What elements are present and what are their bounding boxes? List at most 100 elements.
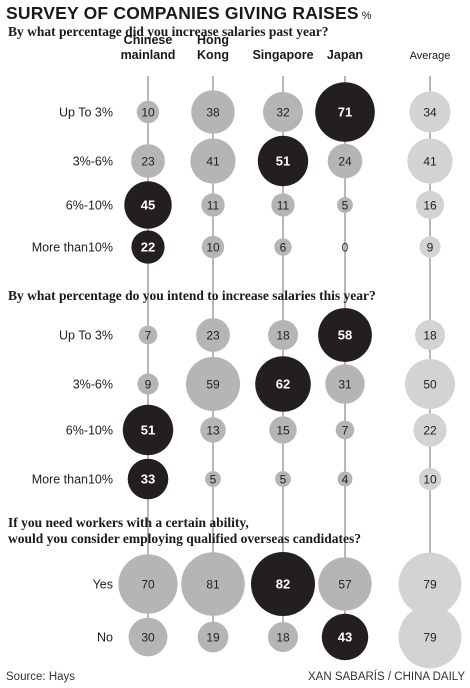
data-label: 79 <box>423 631 437 645</box>
row-label: 3%-6% <box>73 378 113 392</box>
data-bubble <box>131 230 165 264</box>
data-bubble <box>201 193 225 217</box>
data-bubble <box>315 82 375 142</box>
row-label: Up To 3% <box>59 329 113 343</box>
column-header: Singapore <box>252 48 313 62</box>
data-label: 59 <box>206 378 220 392</box>
data-bubble <box>327 143 363 179</box>
data-bubble <box>268 622 298 652</box>
data-bubble <box>251 552 315 616</box>
chart-title-text: SURVEY OF COMPANIES GIVING RAISES <box>6 3 359 23</box>
data-bubble <box>197 621 229 653</box>
data-label: 23 <box>206 329 220 343</box>
chart-title: SURVEY OF COMPANIES GIVING RAISES% <box>6 3 372 24</box>
data-label: 10 <box>141 106 155 120</box>
row-label: 3%-6% <box>73 155 113 169</box>
data-label: 41 <box>206 155 220 169</box>
data-bubble <box>318 557 372 611</box>
data-label: 43 <box>338 630 352 645</box>
column-header: Average <box>410 50 451 62</box>
data-label: 41 <box>423 155 437 169</box>
data-bubble <box>337 197 353 213</box>
data-label: 33 <box>141 472 155 487</box>
data-bubble <box>413 413 447 447</box>
data-bubble <box>418 467 442 491</box>
data-label: 9 <box>427 241 434 255</box>
data-label: 71 <box>338 105 352 120</box>
data-bubble <box>200 417 226 443</box>
data-label: 50 <box>423 378 437 392</box>
data-bubble <box>398 552 462 616</box>
data-bubble <box>196 318 230 352</box>
data-label: 11 <box>207 199 220 213</box>
data-bubble <box>325 364 365 404</box>
row-label: Yes <box>93 578 113 592</box>
data-bubble <box>181 552 245 616</box>
data-bubble <box>271 193 295 217</box>
data-label: 5 <box>210 473 217 487</box>
data-bubble <box>185 356 241 412</box>
data-label: 10 <box>423 473 437 487</box>
data-label: 31 <box>338 378 352 392</box>
column-header: Japan <box>327 48 363 62</box>
data-label: 18 <box>276 631 290 645</box>
question-text: By what percentage did you increase sala… <box>8 24 328 39</box>
data-bubble <box>127 458 169 500</box>
data-label: 23 <box>141 155 155 169</box>
chart-title-unit: % <box>361 10 372 22</box>
question-text: If you need workers with a certain abili… <box>8 515 249 530</box>
data-bubble <box>257 135 309 187</box>
data-label: 79 <box>423 578 437 592</box>
data-label: 18 <box>276 329 290 343</box>
column-header: Hong <box>197 33 229 47</box>
data-label: 5 <box>280 473 287 487</box>
data-bubble <box>337 471 353 487</box>
data-bubble <box>269 416 297 444</box>
data-bubble <box>321 613 369 661</box>
data-bubble <box>419 236 441 258</box>
data-bubble <box>263 92 303 132</box>
data-label: 70 <box>141 578 155 592</box>
row-label: No <box>97 631 113 645</box>
row-label: More than10% <box>32 241 113 255</box>
question-text: would you consider employing qualified o… <box>8 531 361 546</box>
data-bubble <box>201 235 225 259</box>
data-bubble <box>274 238 292 256</box>
data-bubble <box>118 554 178 614</box>
data-label: 22 <box>141 240 155 255</box>
data-label: 16 <box>423 199 437 213</box>
data-label: 7 <box>342 424 349 438</box>
data-label: 82 <box>276 577 290 592</box>
data-bubble <box>268 320 298 350</box>
data-bubble <box>398 605 462 669</box>
data-label: 24 <box>338 155 352 169</box>
data-bubble <box>124 181 172 229</box>
data-label: 9 <box>145 378 152 392</box>
data-bubble <box>405 359 455 409</box>
data-label: 38 <box>206 106 220 120</box>
data-label: 13 <box>206 424 220 438</box>
data-label: 51 <box>276 154 290 169</box>
data-bubble <box>137 373 159 395</box>
data-bubble <box>122 404 174 456</box>
data-label: 58 <box>338 328 352 343</box>
data-label: 18 <box>423 329 437 343</box>
data-label: 5 <box>342 199 349 213</box>
data-bubble <box>318 308 372 362</box>
data-bubble <box>128 617 168 657</box>
data-bubble <box>138 325 158 345</box>
column-header: mainland <box>121 48 176 62</box>
data-label: 32 <box>276 106 290 120</box>
data-bubble <box>407 138 453 184</box>
data-bubble <box>191 90 235 134</box>
data-bubble <box>136 100 160 124</box>
data-bubble <box>335 420 355 440</box>
row-label: Up To 3% <box>59 106 113 120</box>
data-label: 45 <box>141 198 155 213</box>
data-label: 4 <box>342 473 349 487</box>
data-bubble <box>415 190 445 220</box>
row-label: 6%-10% <box>66 199 113 213</box>
data-label: 57 <box>338 578 352 592</box>
data-bubble <box>190 138 236 184</box>
